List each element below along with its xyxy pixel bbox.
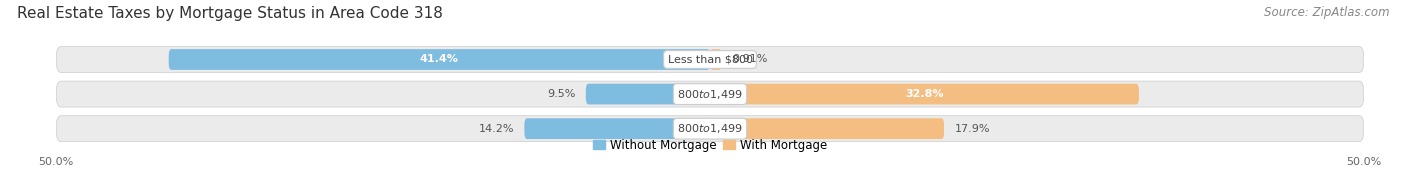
FancyBboxPatch shape [710,118,943,139]
FancyBboxPatch shape [56,81,1364,107]
Text: 14.2%: 14.2% [478,124,515,134]
Text: Less than $800: Less than $800 [668,54,752,64]
Text: $800 to $1,499: $800 to $1,499 [678,88,742,101]
FancyBboxPatch shape [56,46,1364,73]
FancyBboxPatch shape [56,116,1364,142]
Text: 32.8%: 32.8% [905,89,943,99]
Text: Real Estate Taxes by Mortgage Status in Area Code 318: Real Estate Taxes by Mortgage Status in … [17,6,443,21]
Text: 41.4%: 41.4% [420,54,458,64]
FancyBboxPatch shape [169,49,710,70]
Legend: Without Mortgage, With Mortgage: Without Mortgage, With Mortgage [588,134,832,156]
FancyBboxPatch shape [586,84,710,104]
Text: 9.5%: 9.5% [547,89,575,99]
FancyBboxPatch shape [524,118,710,139]
FancyBboxPatch shape [710,49,721,70]
FancyBboxPatch shape [710,84,1139,104]
Text: 0.91%: 0.91% [733,54,768,64]
Text: 17.9%: 17.9% [955,124,990,134]
Text: $800 to $1,499: $800 to $1,499 [678,122,742,135]
Text: Source: ZipAtlas.com: Source: ZipAtlas.com [1264,6,1389,19]
